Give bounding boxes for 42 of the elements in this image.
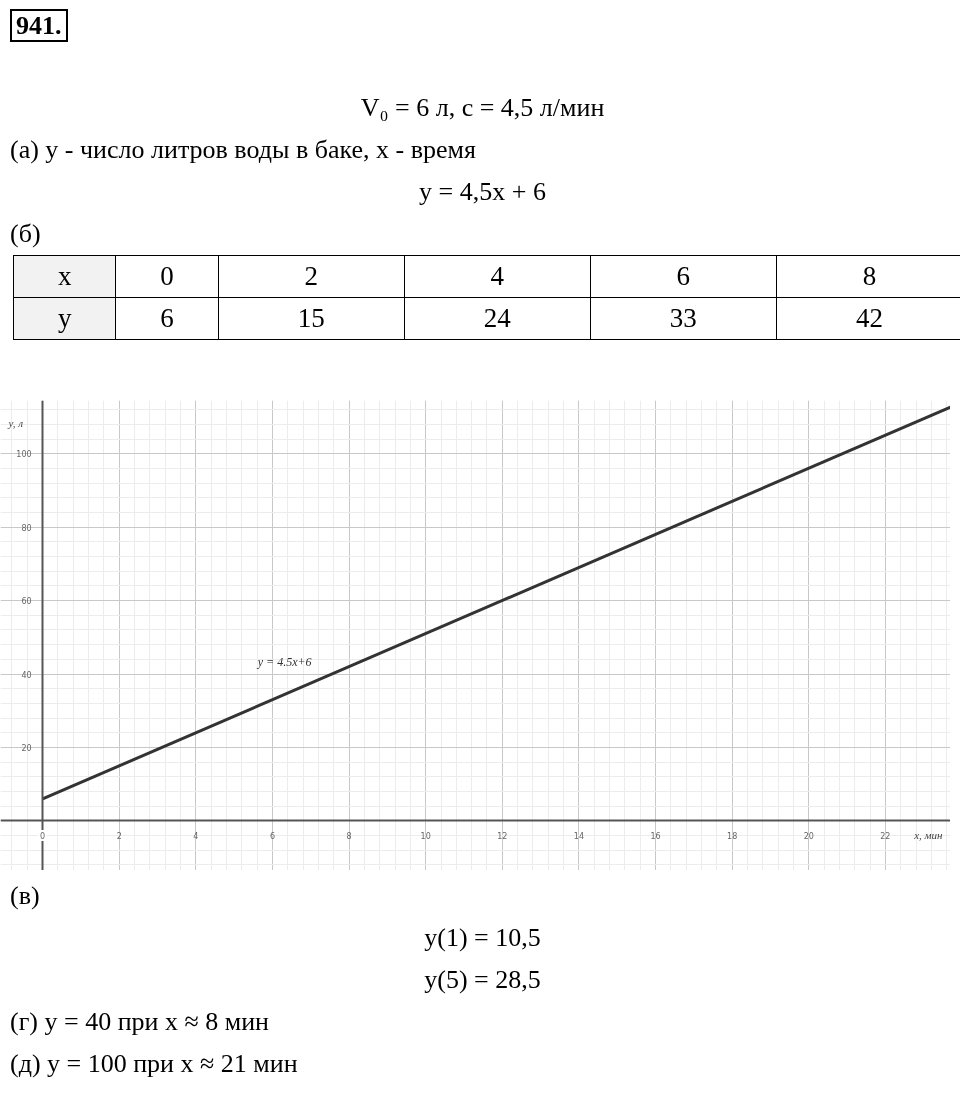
x-tick-label: 8 [346,831,352,841]
x-tick-label: 20 [803,831,814,841]
text: x [13,255,116,298]
text: V₀ = 6 л, c = 4,5 л/мин [359,92,606,124]
text: 6 [115,297,219,340]
text: 33 [590,297,777,340]
text: y [13,297,116,340]
text: 15 [218,297,405,340]
text: 42 [776,297,960,340]
series-label: y = 4.5x+6 [256,655,312,670]
x-tick-label: 10 [420,831,431,841]
x-tick-label: 4 [193,831,199,841]
text: 6 [590,255,777,298]
y-tick-label: 60 [21,597,32,607]
text: y(5) = 28,5 [423,964,542,996]
x-tick-label: 16 [650,831,661,841]
x-tick-label: 14 [573,831,585,841]
text: (а) y - число литров воды в баке, x - время [10,134,477,166]
text: 0 [115,255,219,298]
text: y(1) = 10,5 [423,922,542,954]
x-tick-label: 12 [497,831,508,841]
y-axis-title: y, л [7,416,24,429]
x-tick-label: 18 [727,831,738,841]
x-tick-label: 6 [269,831,276,841]
text: 4 [404,255,591,298]
text: 24 [404,297,591,340]
text: (д) y = 100 при x ≈ 21 мин [10,1048,299,1080]
y-tick-label: 80 [21,523,32,533]
text: (г) y = 40 при x ≈ 8 мин [10,1006,271,1038]
text: y = 4,5x + 6 [418,176,547,208]
x-tick-label: 22 [880,831,891,841]
text: (в) [10,880,41,912]
x-tick-label: 2 [116,831,122,841]
y-tick-label: 40 [21,670,32,680]
x-tick-label: 0 [40,831,46,841]
text: 941. [10,9,68,42]
y-tick-label: 20 [21,743,32,753]
y-tick-label: 100 [16,450,32,460]
text: 8 [776,255,960,298]
text: (б) [10,218,42,250]
x-axis-title: x, мин [913,828,944,841]
text: 2 [218,255,405,298]
